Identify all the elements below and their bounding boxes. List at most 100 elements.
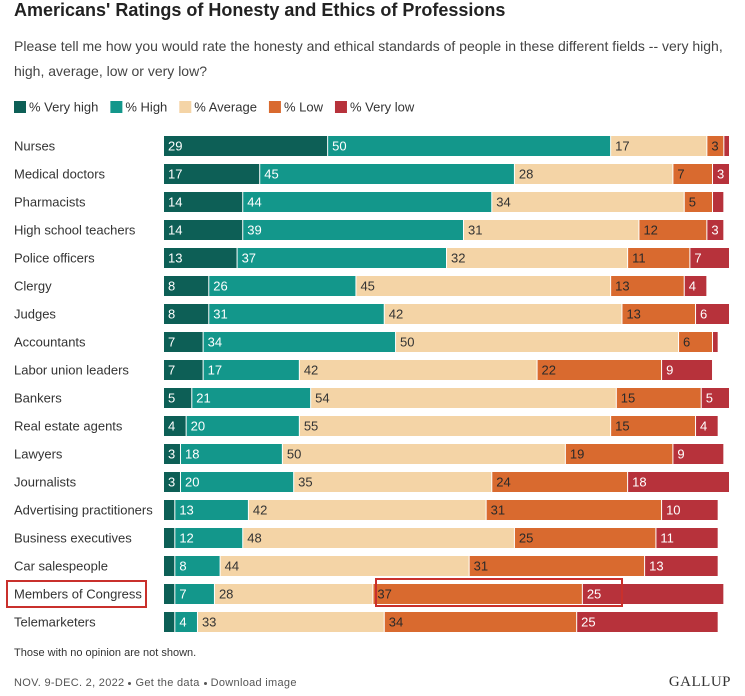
value-label: 3 xyxy=(711,139,718,154)
bar-segment xyxy=(356,276,611,296)
bar-segment xyxy=(328,136,611,156)
value-label: 28 xyxy=(519,167,533,182)
bar-segment xyxy=(164,164,260,184)
value-label: 15 xyxy=(621,391,635,406)
bar-segment xyxy=(299,416,611,436)
footer-date: NOV. 9-DEC. 2, 2022 xyxy=(14,677,125,689)
value-label: 11 xyxy=(660,531,674,546)
separator xyxy=(128,681,132,685)
category-label: Real estate agents xyxy=(14,419,123,434)
legend-swatch xyxy=(110,101,123,113)
bar-segment xyxy=(628,248,690,268)
category-label: Judges xyxy=(14,307,56,322)
category-label: Labor union leaders xyxy=(14,363,129,378)
value-label: 42 xyxy=(389,307,403,322)
bar-segment xyxy=(447,248,628,268)
value-label: 17 xyxy=(208,363,222,378)
value-label: 33 xyxy=(202,615,216,630)
value-label: 4 xyxy=(179,615,186,630)
category-label: Journalists xyxy=(14,475,77,490)
footnote: Those with no opinion are not shown. xyxy=(14,647,197,659)
value-label: 6 xyxy=(700,307,707,322)
value-label: 14 xyxy=(168,195,182,210)
value-label: 5 xyxy=(168,391,175,406)
bar-segment xyxy=(514,164,673,184)
bar-segment xyxy=(294,472,492,492)
value-label: 8 xyxy=(179,559,186,574)
value-label: 54 xyxy=(315,391,329,406)
chart-subtitle: Please tell me how you would rate the ho… xyxy=(14,38,723,79)
bar-segment xyxy=(164,500,175,520)
value-label: 42 xyxy=(253,503,267,518)
value-label: 50 xyxy=(332,139,346,154)
legend-swatch xyxy=(268,101,281,113)
bar-segment xyxy=(180,472,294,492)
value-label: 31 xyxy=(491,503,505,518)
legend-label: % Very low xyxy=(350,100,415,115)
bar-segment xyxy=(673,164,713,184)
bar-segment xyxy=(639,220,707,240)
value-label: 17 xyxy=(615,139,629,154)
value-label: 21 xyxy=(196,391,210,406)
bar-segment xyxy=(616,388,701,408)
separator xyxy=(203,681,207,685)
bar-segment xyxy=(707,220,724,240)
bar-segment xyxy=(164,332,203,352)
bar-segment xyxy=(469,556,645,576)
category-label: Medical doctors xyxy=(14,167,106,182)
value-label: 25 xyxy=(581,615,595,630)
value-label: 50 xyxy=(287,447,301,462)
value-label: 8 xyxy=(168,307,175,322)
value-label: 35 xyxy=(298,475,312,490)
value-label: 20 xyxy=(191,419,205,434)
category-label: Pharmacists xyxy=(14,195,86,210)
category-label: Police officers xyxy=(14,251,95,266)
value-label: 8 xyxy=(168,279,175,294)
bar-segment xyxy=(611,276,684,296)
bar-segment xyxy=(220,556,469,576)
value-label: 34 xyxy=(496,195,510,210)
value-label: 10 xyxy=(666,503,680,518)
value-label: 39 xyxy=(247,223,261,238)
value-label: 42 xyxy=(304,363,318,378)
category-label: Telemarketers xyxy=(14,615,96,630)
legend-label: % Low xyxy=(284,100,324,115)
value-label: 13 xyxy=(649,559,663,574)
category-label: High school teachers xyxy=(14,223,136,238)
value-label: 22 xyxy=(542,363,556,378)
bar-segment xyxy=(514,528,656,548)
value-label: 15 xyxy=(615,419,629,434)
bar-segment xyxy=(628,472,729,492)
legend-swatch xyxy=(334,101,347,113)
bar-segment xyxy=(707,136,724,156)
bar-segment xyxy=(684,192,713,212)
bar-segment xyxy=(662,360,713,380)
value-label: 31 xyxy=(213,307,227,322)
value-label: 44 xyxy=(247,195,261,210)
legend-label: % Average xyxy=(194,100,257,115)
value-label: 45 xyxy=(264,167,278,182)
chart-title: Americans' Ratings of Honesty and Ethics… xyxy=(14,0,506,20)
category-label: Clergy xyxy=(14,279,52,294)
value-label: 18 xyxy=(632,475,646,490)
brand: GALLUP xyxy=(668,674,731,690)
bar-segment xyxy=(724,136,729,156)
bar-segment xyxy=(237,248,446,268)
value-label: 31 xyxy=(474,559,488,574)
category-label: Bankers xyxy=(14,391,62,406)
bar-segment xyxy=(701,388,729,408)
value-label: 5 xyxy=(689,195,696,210)
bar-segment xyxy=(175,556,220,576)
bar-segment xyxy=(164,472,180,492)
category-label: Accountants xyxy=(14,335,86,350)
value-label: 13 xyxy=(168,251,182,266)
value-label: 25 xyxy=(587,587,601,602)
bar-segment xyxy=(175,500,248,520)
bar-segment xyxy=(209,304,384,324)
footer-link[interactable]: Download image xyxy=(210,677,297,689)
value-label: 3 xyxy=(168,447,175,462)
value-label: 34 xyxy=(389,615,403,630)
footer-link[interactable]: Get the data xyxy=(135,677,200,689)
bar-segment xyxy=(282,444,565,464)
bar-segment xyxy=(164,220,243,240)
